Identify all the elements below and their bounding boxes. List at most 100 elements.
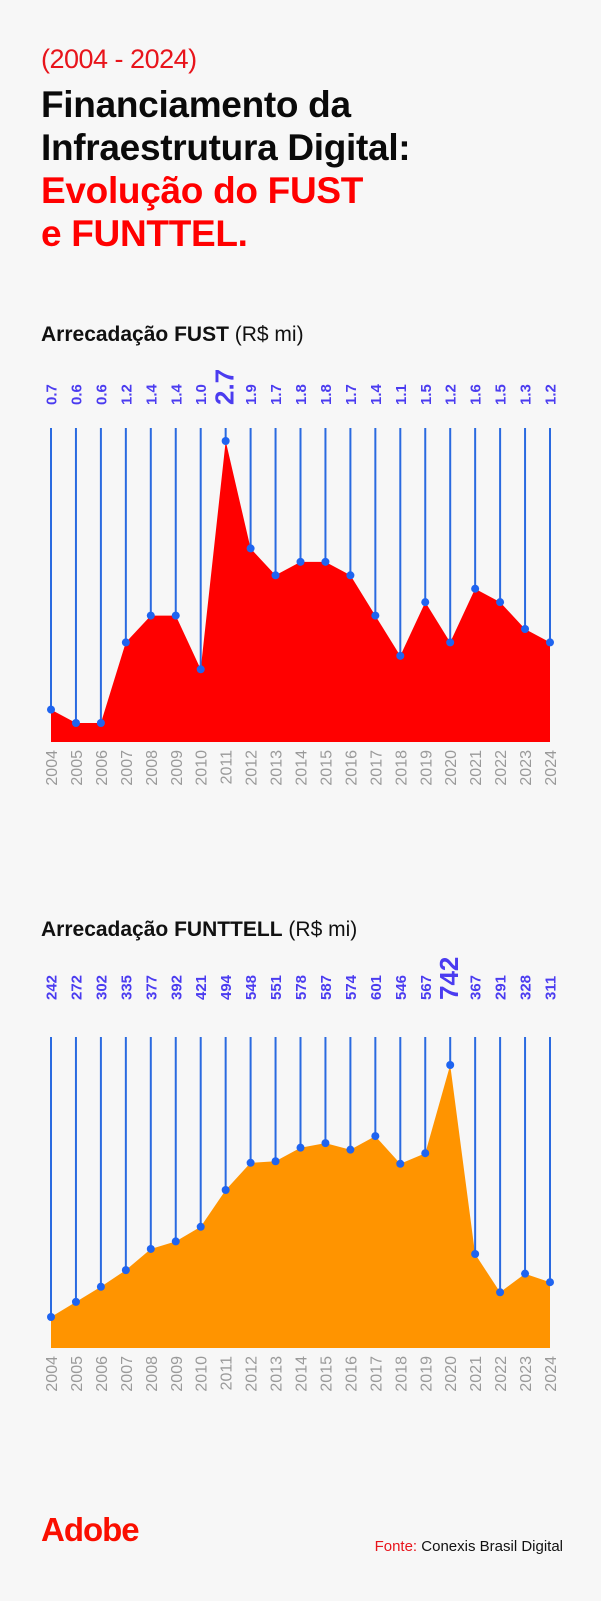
area-fill bbox=[51, 441, 550, 742]
data-point bbox=[421, 1149, 430, 1158]
year-label: 2007 bbox=[119, 750, 136, 786]
data-point bbox=[496, 598, 505, 607]
data-point bbox=[296, 1143, 305, 1152]
year-label: 2019 bbox=[418, 1356, 435, 1392]
value-label: 1.1 bbox=[393, 384, 410, 405]
value-label: 1.9 bbox=[243, 384, 260, 405]
value-label: 1.5 bbox=[418, 384, 435, 405]
value-label: 1.2 bbox=[118, 384, 135, 405]
title-line-4: e FUNTTEL. bbox=[41, 213, 248, 254]
data-point bbox=[271, 571, 280, 580]
data-point bbox=[446, 638, 455, 647]
title-line-3: Evolução do FUST bbox=[41, 170, 364, 211]
data-point bbox=[271, 1157, 280, 1166]
year-label: 2005 bbox=[69, 750, 86, 786]
page-title: Financiamento da Infraestrutura Digital:… bbox=[41, 83, 581, 255]
fust-area-chart: 0.7 2004 0.6 2005 0.6 2006 1.2 2007 1.4 2008 1.4 20… bbox=[44, 369, 561, 786]
data-point bbox=[196, 665, 205, 674]
data-point bbox=[196, 1222, 205, 1231]
funttel-chart-heading: Arrecadação FUNTTELL (R$ mi) bbox=[41, 918, 357, 942]
year-label: 2006 bbox=[94, 1356, 111, 1392]
year-label: 2021 bbox=[468, 1356, 485, 1392]
value-label: 335 bbox=[118, 975, 135, 1000]
data-point bbox=[321, 1139, 330, 1148]
value-label: 272 bbox=[68, 975, 85, 1000]
year-label: 2022 bbox=[493, 1356, 510, 1392]
year-label: 2005 bbox=[69, 1356, 86, 1392]
data-point bbox=[246, 1158, 255, 1167]
value-label: 1.4 bbox=[168, 383, 185, 405]
value-label: 302 bbox=[93, 975, 110, 1000]
data-point bbox=[471, 584, 480, 593]
value-label: 0.7 bbox=[44, 384, 61, 405]
title-line-2: Infraestrutura Digital: bbox=[41, 127, 411, 168]
source-label: Fonte: bbox=[374, 1538, 418, 1555]
year-label: 2024 bbox=[543, 750, 560, 786]
year-label: 2022 bbox=[493, 750, 510, 786]
data-point bbox=[396, 651, 405, 660]
value-label: 546 bbox=[393, 975, 410, 1000]
value-label: 567 bbox=[418, 975, 435, 1000]
value-label: 1.6 bbox=[468, 384, 485, 405]
year-label: 2004 bbox=[44, 750, 61, 786]
year-label: 2007 bbox=[119, 1356, 136, 1392]
data-point bbox=[371, 1132, 380, 1141]
value-label: 1.2 bbox=[443, 384, 460, 405]
data-point bbox=[521, 625, 530, 633]
value-label: 601 bbox=[368, 975, 385, 1000]
data-point bbox=[321, 557, 330, 566]
data-point bbox=[146, 1244, 155, 1253]
data-point bbox=[471, 1250, 480, 1258]
data-point bbox=[246, 544, 255, 553]
data-point bbox=[521, 1269, 530, 1278]
value-label: 1.2 bbox=[543, 384, 560, 405]
year-label: 2012 bbox=[244, 750, 261, 786]
data-point bbox=[121, 638, 130, 647]
fust-chart-unit: (R$ mi) bbox=[234, 323, 304, 346]
data-point bbox=[346, 571, 355, 580]
value-label: 1.7 bbox=[268, 384, 285, 405]
value-label: 574 bbox=[343, 974, 360, 1000]
data-point bbox=[146, 611, 155, 620]
value-label: 392 bbox=[168, 975, 185, 1000]
year-label: 2009 bbox=[169, 750, 186, 786]
year-label: 2021 bbox=[468, 750, 485, 786]
source-credit: Fonte: Conexis Brasil Digital bbox=[375, 1538, 563, 1555]
value-label: 1.4 bbox=[143, 383, 160, 405]
fust-chart-title: Arrecadação FUST bbox=[41, 323, 229, 346]
value-label: 242 bbox=[44, 975, 61, 1000]
value-label: 0.6 bbox=[93, 384, 110, 405]
year-label: 2020 bbox=[443, 750, 460, 786]
data-point bbox=[71, 719, 80, 727]
value-label: 377 bbox=[143, 975, 160, 1000]
year-label: 2008 bbox=[144, 750, 161, 786]
year-label: 2013 bbox=[269, 1356, 286, 1392]
data-point bbox=[346, 1145, 355, 1154]
value-label: 421 bbox=[193, 975, 210, 1000]
fust-chart-heading: Arrecadação FUST (R$ mi) bbox=[41, 323, 304, 347]
data-point bbox=[421, 598, 430, 607]
year-label: 2017 bbox=[368, 1356, 385, 1392]
year-label: 2011 bbox=[219, 1356, 236, 1391]
data-point bbox=[171, 611, 180, 620]
data-point bbox=[296, 557, 305, 566]
value-label: 494 bbox=[218, 974, 235, 1000]
value-label: 367 bbox=[468, 975, 485, 1000]
data-point bbox=[446, 1061, 455, 1069]
data-point bbox=[47, 1313, 55, 1321]
area-fill bbox=[51, 1065, 550, 1348]
data-point bbox=[496, 1288, 505, 1297]
value-label: 1.8 bbox=[293, 384, 310, 405]
year-label: 2015 bbox=[318, 1356, 335, 1392]
value-label: 311 bbox=[543, 976, 560, 1000]
year-label: 2011 bbox=[219, 750, 236, 785]
year-label: 2018 bbox=[393, 1356, 410, 1392]
year-label: 2014 bbox=[294, 750, 311, 786]
value-label: 1.5 bbox=[493, 384, 510, 405]
title-line-1: Financiamento da bbox=[41, 84, 351, 125]
value-label: 1.7 bbox=[343, 384, 360, 405]
year-label: 2018 bbox=[393, 750, 410, 786]
value-label: 587 bbox=[318, 975, 335, 1000]
adobe-logo: Adobe bbox=[41, 1511, 140, 1548]
year-label: 2015 bbox=[318, 750, 335, 786]
